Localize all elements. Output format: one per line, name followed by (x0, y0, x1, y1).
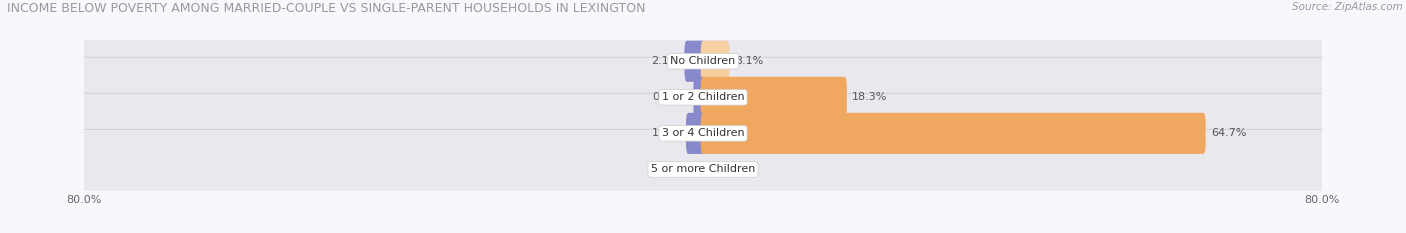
Text: 5 or more Children: 5 or more Children (651, 164, 755, 175)
FancyBboxPatch shape (686, 113, 706, 154)
FancyBboxPatch shape (79, 21, 1327, 101)
Text: 1.9%: 1.9% (652, 128, 681, 138)
Text: 64.7%: 64.7% (1211, 128, 1247, 138)
FancyBboxPatch shape (79, 57, 1327, 137)
Text: 1 or 2 Children: 1 or 2 Children (662, 92, 744, 102)
Text: No Children: No Children (671, 56, 735, 66)
FancyBboxPatch shape (700, 77, 846, 118)
FancyBboxPatch shape (79, 129, 1327, 209)
FancyBboxPatch shape (685, 41, 706, 82)
FancyBboxPatch shape (700, 113, 1206, 154)
Text: 18.3%: 18.3% (852, 92, 887, 102)
Text: 0.0%: 0.0% (666, 164, 696, 175)
Text: Source: ZipAtlas.com: Source: ZipAtlas.com (1292, 2, 1403, 12)
Text: 0.0%: 0.0% (710, 164, 740, 175)
Text: 0.94%: 0.94% (652, 92, 688, 102)
Text: 3 or 4 Children: 3 or 4 Children (662, 128, 744, 138)
FancyBboxPatch shape (700, 41, 730, 82)
Text: INCOME BELOW POVERTY AMONG MARRIED-COUPLE VS SINGLE-PARENT HOUSEHOLDS IN LEXINGT: INCOME BELOW POVERTY AMONG MARRIED-COUPL… (7, 2, 645, 15)
FancyBboxPatch shape (693, 77, 706, 118)
Text: 3.1%: 3.1% (735, 56, 763, 66)
FancyBboxPatch shape (79, 93, 1327, 173)
Text: 2.1%: 2.1% (651, 56, 679, 66)
